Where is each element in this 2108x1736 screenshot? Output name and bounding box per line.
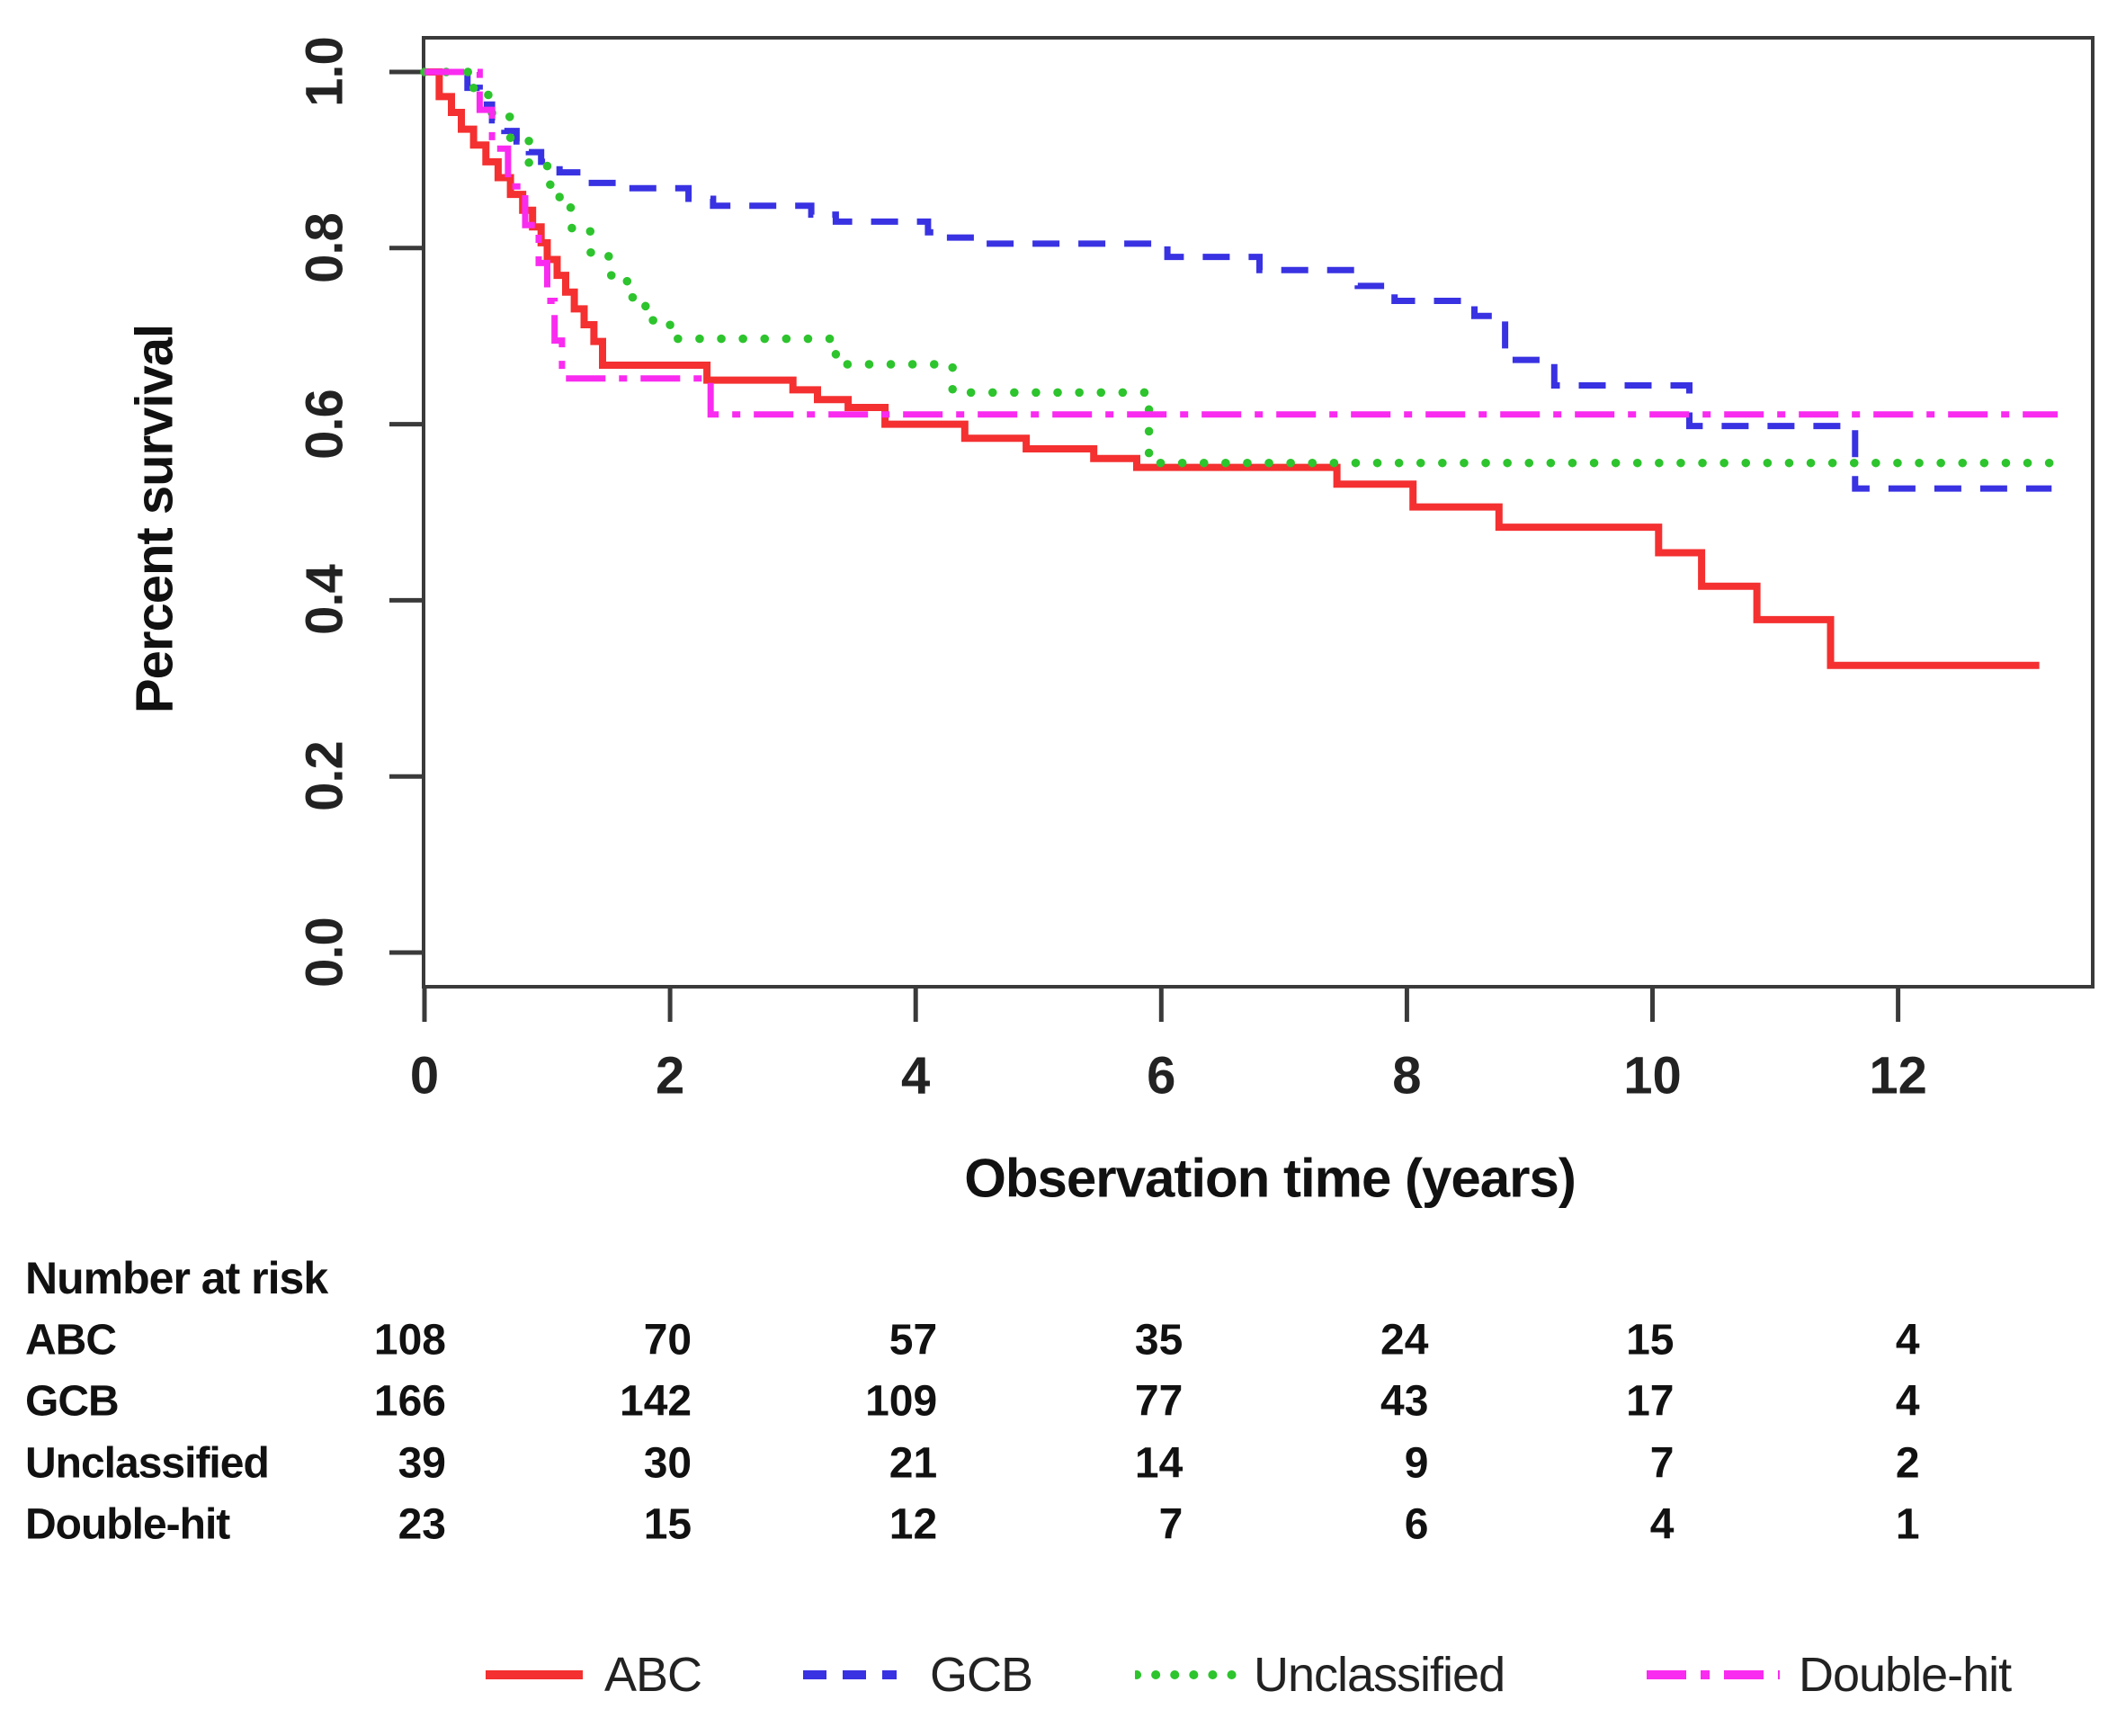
risk-row-label: Unclassified xyxy=(25,1439,270,1488)
risk-count-cell: 15 xyxy=(643,1500,692,1549)
x-tick-label: 8 xyxy=(1392,1046,1422,1105)
risk-count-cell: 24 xyxy=(1380,1316,1429,1365)
survival-curves xyxy=(420,67,2062,669)
risk-count-cell: 57 xyxy=(889,1316,938,1365)
x-tick-label: 2 xyxy=(655,1046,685,1105)
x-tick-label: 10 xyxy=(1623,1046,1682,1105)
risk-count-cell: 7 xyxy=(1158,1500,1184,1549)
risk-row-label: Double-hit xyxy=(25,1500,230,1549)
x-axis-tick-marks xyxy=(422,987,1901,1022)
risk-count-cell: 4 xyxy=(1895,1316,1920,1365)
risk-count-cell: 6 xyxy=(1404,1500,1429,1549)
legend-label-abc: ABC xyxy=(604,1648,702,1702)
y-tick-label: 0.0 xyxy=(295,917,354,988)
risk-count-cell: 14 xyxy=(1134,1439,1184,1488)
risk-count-cell: 142 xyxy=(620,1377,692,1426)
survival-curve-double-hit xyxy=(424,68,2059,418)
risk-count-cell: 1 xyxy=(1895,1500,1920,1549)
legend-label-unclassified: Unclassified xyxy=(1254,1648,1505,1702)
x-tick-label: 4 xyxy=(901,1046,931,1105)
x-tick-label: 6 xyxy=(1147,1046,1176,1105)
plot-border-box xyxy=(422,36,2095,989)
x-axis-title: Observation time (years) xyxy=(964,1148,1577,1209)
number-at-risk-header: Number at risk xyxy=(25,1253,328,1303)
risk-count-cell: 108 xyxy=(373,1316,446,1365)
legend-swatch-gcb xyxy=(803,1670,897,1679)
x-tick-label: 12 xyxy=(1869,1046,1927,1105)
risk-count-cell: 39 xyxy=(397,1439,446,1488)
survival-curve-unclassified xyxy=(420,67,2062,468)
risk-count-cell: 166 xyxy=(373,1377,446,1426)
legend-swatch-unclassified xyxy=(1135,1670,1237,1679)
y-tick-label: 1.0 xyxy=(295,37,354,107)
x-tick-label: 0 xyxy=(409,1046,440,1105)
risk-count-cell: 35 xyxy=(1134,1316,1184,1365)
legend-label-double-hit: Double-hit xyxy=(1799,1648,2012,1702)
risk-row-label: GCB xyxy=(25,1377,120,1426)
y-tick-label: 0.4 xyxy=(295,565,354,636)
risk-count-cell: 9 xyxy=(1404,1439,1429,1488)
risk-count-cell: 23 xyxy=(397,1500,446,1549)
risk-count-cell: 77 xyxy=(1134,1377,1184,1426)
risk-count-cell: 30 xyxy=(643,1439,692,1488)
y-axis-tick-marks xyxy=(389,69,424,955)
y-tick-label: 0.6 xyxy=(295,389,354,460)
risk-count-cell: 109 xyxy=(865,1377,938,1426)
risk-count-cell: 12 xyxy=(889,1500,938,1549)
risk-count-cell: 7 xyxy=(1649,1439,1675,1488)
survival-curve-abc xyxy=(424,68,2040,669)
risk-row-label: ABC xyxy=(25,1316,117,1365)
risk-count-cell: 15 xyxy=(1626,1316,1675,1365)
risk-count-cell: 21 xyxy=(889,1439,938,1488)
risk-count-cell: 2 xyxy=(1895,1439,1920,1488)
legend-swatch-abc xyxy=(486,1670,583,1679)
legend-swatch-double-hit xyxy=(1647,1670,1780,1679)
risk-count-cell: 4 xyxy=(1895,1377,1920,1426)
risk-count-cell: 43 xyxy=(1380,1377,1429,1426)
y-tick-label: 0.2 xyxy=(295,741,354,812)
risk-count-cell: 17 xyxy=(1626,1377,1675,1426)
survival-curve-gcb xyxy=(424,68,2052,492)
y-axis-title: Percent survival xyxy=(125,324,184,714)
y-tick-label: 0.8 xyxy=(295,212,354,283)
risk-count-cell: 4 xyxy=(1649,1500,1675,1549)
risk-count-cell: 70 xyxy=(643,1316,692,1365)
legend-label-gcb: GCB xyxy=(930,1648,1033,1702)
